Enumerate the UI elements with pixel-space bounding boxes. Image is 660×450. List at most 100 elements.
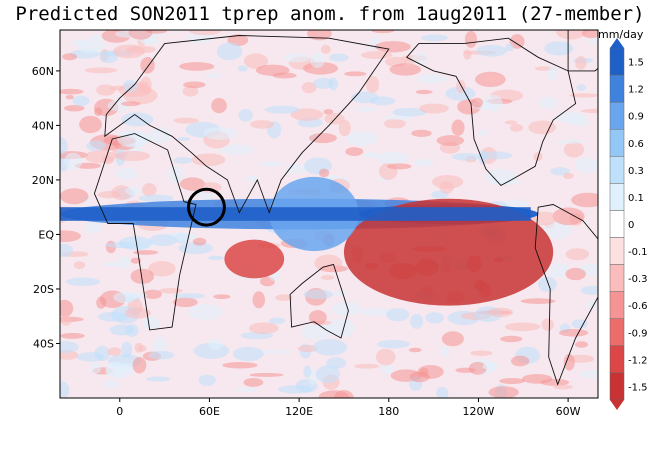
texture-blob (553, 384, 573, 390)
texture-blob (153, 336, 168, 354)
texture-blob (252, 291, 266, 309)
texture-blob (208, 338, 223, 351)
texture-blob (62, 53, 77, 61)
texture-blob (538, 276, 557, 292)
texture-blob (124, 307, 151, 319)
texture-blob (104, 379, 119, 389)
colorbar-swatch (609, 74, 625, 103)
texture-blob (376, 340, 410, 349)
texture-blob (482, 363, 498, 370)
colorbar-level-label: 0 (628, 220, 634, 231)
texture-blob (60, 381, 70, 398)
texture-blob (216, 42, 243, 61)
texture-blob (191, 153, 226, 167)
texture-blob (543, 221, 573, 239)
colorbar-bottom-arrow (610, 400, 624, 410)
lat-label: 20N (32, 174, 54, 187)
texture-blob (408, 347, 422, 353)
colorbar-swatch (609, 47, 625, 76)
lon-label: 120E (285, 405, 313, 418)
texture-blob (436, 135, 465, 147)
texture-blob (333, 390, 354, 398)
texture-blob (118, 236, 153, 251)
chart-title: Predicted SON2011 tprep anom. from 1aug2… (15, 3, 645, 25)
texture-blob (250, 120, 275, 129)
texture-blob (211, 97, 227, 114)
continent-outline-0 (93, 133, 197, 331)
texture-blob (149, 234, 178, 247)
texture-blob (588, 37, 598, 45)
texture-blob (413, 158, 434, 167)
texture-blob (117, 256, 131, 269)
lat-label: 40S (33, 337, 54, 350)
texture-blob (581, 30, 598, 39)
texture-blob (571, 192, 598, 208)
texture-blob (60, 230, 81, 242)
texture-blob (558, 328, 589, 337)
colorbar-swatch (609, 101, 625, 130)
texture-blob (441, 331, 464, 347)
map-field (60, 30, 598, 398)
texture-blob (84, 67, 118, 74)
texture-blob (389, 63, 422, 76)
texture-blob (421, 34, 448, 42)
texture-blob (320, 44, 331, 54)
texture-blob (318, 168, 330, 178)
texture-blob (124, 186, 143, 196)
texture-blob (232, 346, 264, 362)
colorbar-swatch (609, 156, 625, 184)
texture-blob (89, 362, 102, 374)
texture-blob (415, 89, 433, 95)
texture-blob (121, 341, 133, 358)
texture-blob (478, 151, 513, 160)
texture-blob (580, 108, 598, 114)
texture-blob (338, 119, 351, 137)
texture-blob (308, 132, 337, 144)
texture-blob (501, 199, 529, 209)
texture-blob (128, 30, 153, 40)
colorbar-level-label: 0.6 (628, 139, 644, 150)
texture-blob (60, 341, 79, 354)
texture-blob (360, 51, 393, 60)
continent-outline-1 (104, 35, 390, 214)
texture-blob (375, 348, 396, 366)
texture-blob (376, 151, 409, 164)
texture-blob (417, 364, 444, 379)
texture-blob (73, 261, 86, 270)
texture-blob (509, 34, 525, 49)
texture-blob (192, 237, 207, 246)
texture-blob (303, 365, 312, 378)
lon-label: 60W (556, 405, 581, 418)
texture-blob (546, 263, 570, 278)
colorbar-level-label: -1.5 (628, 382, 648, 393)
lat-label: 60N (32, 65, 54, 78)
texture-blob (555, 30, 587, 40)
texture-blob (179, 62, 215, 71)
texture-blob (173, 117, 199, 124)
texture-blob (123, 80, 138, 93)
texture-blob (140, 56, 155, 74)
texture-blob (283, 53, 310, 63)
texture-blob (60, 88, 84, 95)
texture-blob (94, 107, 103, 117)
texture-blob (244, 175, 259, 182)
texture-blob (84, 150, 116, 164)
texture-blob (79, 115, 102, 134)
texture-blob (578, 370, 598, 379)
texture-blob (568, 117, 589, 127)
texture-blob (238, 108, 253, 122)
texture-blob (177, 136, 191, 141)
texture-blob (371, 30, 395, 34)
texture-blob (323, 108, 334, 115)
continent-outline-2 (289, 263, 349, 339)
texture-blob (477, 129, 489, 137)
colorbar-swatch (609, 237, 625, 265)
texture-blob (482, 73, 504, 84)
texture-blob (331, 301, 362, 316)
texture-blob (345, 147, 364, 157)
texture-blob (172, 297, 198, 308)
texture-blob (313, 77, 334, 89)
texture-blob (134, 342, 144, 353)
texture-blob (259, 161, 285, 167)
texture-blob (436, 386, 449, 398)
